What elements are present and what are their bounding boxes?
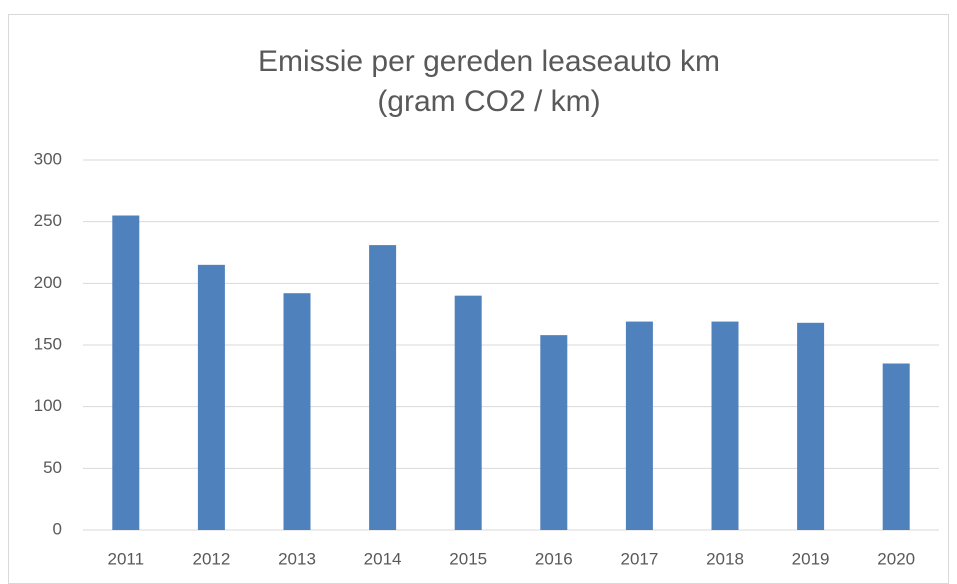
bar [197,264,225,530]
x-tick-label: 2018 [706,549,744,568]
x-tick-label: 2016 [535,549,573,568]
x-tick-label: 2013 [278,549,316,568]
bar [112,215,140,530]
y-tick-label: 300 [34,149,62,168]
y-tick-label: 0 [53,519,62,538]
x-tick-label: 2012 [192,549,230,568]
y-tick-label: 250 [34,211,62,230]
chart-subtitle: (gram CO2 / km) [377,85,600,118]
bar [797,322,825,530]
x-tick-label: 2011 [108,549,145,568]
bar [454,295,482,530]
x-tick-label: 2019 [792,549,830,568]
y-tick-label: 100 [34,396,62,415]
x-tick-label: 2020 [877,549,915,568]
x-tick-label: 2015 [449,549,487,568]
y-tick-label: 50 [43,458,62,477]
bar [711,321,739,530]
bar [540,335,568,530]
bar [283,293,311,530]
bar [882,363,910,530]
x-tick-label: 2017 [620,549,658,568]
bar [625,321,653,530]
y-tick-label: 150 [34,334,62,353]
bar [369,245,397,530]
x-tick-label: 2014 [364,549,402,568]
y-tick-label: 200 [34,273,62,292]
chart-title: Emissie per gereden leaseauto km [258,45,720,78]
